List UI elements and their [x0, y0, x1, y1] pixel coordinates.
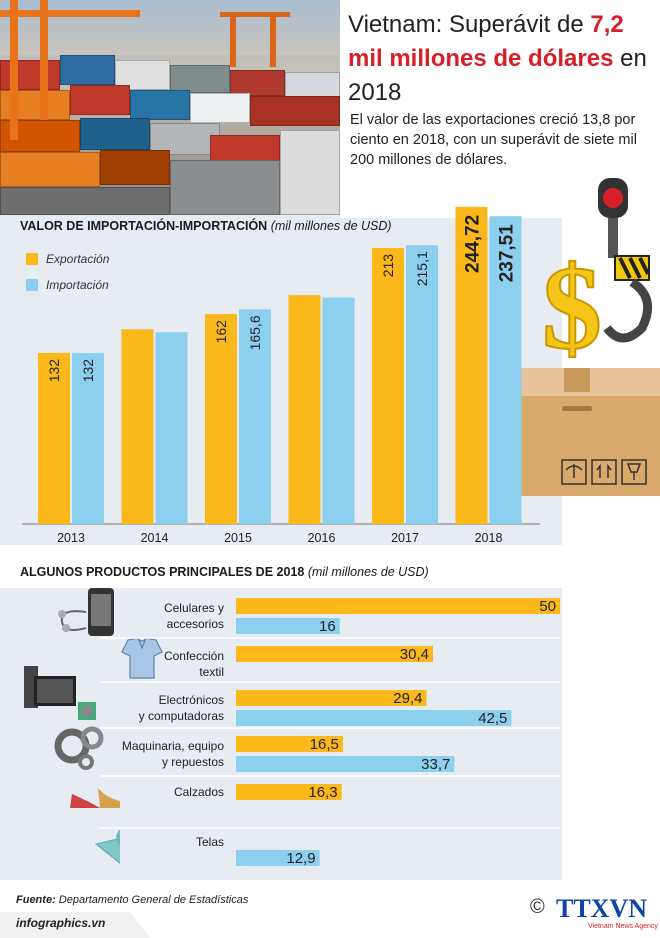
export-bar-2013	[38, 352, 70, 524]
x-tick-label-2013: 2013	[57, 531, 85, 545]
source-label: Fuente:	[16, 894, 56, 906]
import-hbar-value-0: 16	[319, 618, 336, 635]
export-value-label-2013: 132	[46, 359, 62, 383]
import-bar-2015	[239, 309, 271, 524]
export-hbar-1	[236, 646, 433, 662]
import-bar-2017	[406, 245, 438, 524]
export-bar-2018	[455, 206, 488, 524]
legend-import: Importación	[26, 278, 109, 292]
site-name: infographics.vn	[16, 916, 106, 930]
import-hbar-value-3: 33,7	[421, 756, 450, 773]
products-chart-unit: (mil millones de USD)	[307, 565, 429, 579]
product-label-line: Calzados	[173, 785, 224, 799]
title-part1: Vietnam: Superávit de	[348, 11, 591, 38]
export-hbar-3	[236, 736, 343, 752]
import-hbar-2	[236, 710, 512, 726]
export-hbar-2	[236, 690, 427, 706]
bar-chart-title-text: VALOR DE IMPORTACIÓN-IMPORTACIÓN	[20, 219, 268, 233]
export-value-label-2015: 162	[213, 320, 229, 344]
import-hbar-0	[236, 618, 340, 634]
export-bar-2014	[121, 329, 154, 524]
product-label-line: Maquinaria, equipo	[121, 739, 224, 753]
export-hbar-value-0: 50	[539, 598, 556, 615]
product-label: Maquinaria, equipo y repuestos	[122, 738, 224, 770]
export-hbar-4	[236, 784, 342, 800]
import-value-label-2013: 132	[80, 359, 96, 383]
x-tick-label-2016: 2016	[308, 531, 336, 545]
product-icons	[24, 588, 120, 864]
box-dollar-illustration: $	[504, 178, 660, 496]
import-bar-2013	[72, 352, 104, 524]
crane-hook-icon	[598, 178, 653, 343]
shoes-icon	[70, 788, 120, 808]
import-hbar-value-5: 12,9	[286, 850, 315, 867]
export-hbar-0	[236, 598, 560, 614]
export-bar-2015	[205, 314, 237, 524]
export-value-label-2017: 213	[380, 254, 396, 278]
product-label-line: Telas	[195, 835, 224, 849]
phone-icon	[58, 588, 114, 636]
import-bar-2014	[155, 332, 188, 524]
cardboard-box-icon	[504, 368, 660, 496]
legend-export-swatch	[26, 253, 38, 265]
fabric-roll-icon	[94, 829, 120, 864]
x-tick-label-2018: 2018	[475, 531, 503, 545]
page-title: Vietnam: Superávit de 7,2 mil millones d…	[348, 8, 653, 110]
logo-subtitle: Vietnam News Agency	[588, 923, 658, 930]
import-value-label-2015: 165,6	[247, 315, 263, 350]
import-value-label-2017: 215,1	[414, 251, 430, 286]
copyright-icon: ©	[530, 896, 545, 918]
products-chart-title-text: ALGUNOS PRODUCTOS PRINCIPALES DE 2018	[20, 565, 305, 579]
legend-import-swatch	[26, 279, 38, 291]
source-text: Departamento General de Estadísticas	[55, 894, 249, 906]
product-label-line: y computadoras	[138, 709, 224, 723]
dollar-sign-icon: $	[541, 240, 603, 375]
import-value-label-2018: 237,51	[497, 224, 518, 283]
bar-chart-unit: (mil millones de USD)	[270, 219, 392, 233]
ttxvn-logo: TTXVN	[556, 894, 648, 923]
product-label-line: Electrónicos	[158, 693, 224, 707]
product-label-line: accesorios	[166, 617, 224, 631]
footer-band	[0, 912, 150, 938]
import-bar-2018	[489, 216, 522, 524]
export-hbar-value-1: 30,4	[400, 646, 429, 663]
product-label-line: y repuestos	[161, 755, 224, 769]
products-chart-panel	[0, 588, 562, 880]
svg-text:$: $	[542, 241, 602, 374]
x-tick-label-2014: 2014	[141, 531, 169, 545]
x-tick-label-2017: 2017	[391, 531, 419, 545]
product-label: Electrónicos y computadoras	[139, 692, 224, 724]
product-label: Calzados	[174, 784, 224, 800]
computer-icon	[24, 666, 96, 720]
source-note: Fuente: Departamento General de Estadíst…	[16, 894, 248, 906]
product-label: Telas	[196, 834, 224, 850]
port-photo	[0, 0, 340, 215]
bar-chart-title: VALOR DE IMPORTACIÓN-IMPORTACIÓN (mil mi…	[20, 219, 392, 233]
import-hbar-3	[236, 756, 455, 772]
import-hbar-5	[236, 850, 320, 866]
export-value-label-2018: 244,72	[463, 215, 484, 273]
legend-export-label: Exportación	[46, 252, 110, 266]
product-label-line: textil	[199, 665, 224, 679]
title-highlight: 7,2 mil millones de dólares	[348, 11, 624, 72]
import-bar-2016	[322, 297, 355, 524]
import-hbar-value-2: 42,5	[478, 710, 507, 727]
gears-icon	[54, 726, 104, 770]
product-label-line: Celulares y	[163, 601, 224, 615]
export-hbar-value-3: 16,5	[310, 736, 339, 753]
title-part2: en 2018	[348, 45, 647, 106]
legend-export: Exportación	[26, 252, 109, 266]
products-chart-title: ALGUNOS PRODUCTOS PRINCIPALES DE 2018 (m…	[20, 565, 429, 579]
export-bar-2016	[288, 295, 321, 524]
product-label: Celulares y accesorios	[164, 600, 224, 632]
export-hbar-value-4: 16,3	[308, 784, 337, 801]
product-label: Confección textil	[164, 648, 224, 680]
export-bar-2017	[372, 247, 404, 524]
lead-text: El valor de las exportaciones creció 13,…	[350, 112, 637, 168]
product-label-line: Confección	[163, 649, 224, 663]
x-tick-label-2015: 2015	[224, 531, 252, 545]
export-hbar-value-2: 29,4	[393, 690, 422, 707]
legend-import-label: Importación	[46, 278, 109, 292]
